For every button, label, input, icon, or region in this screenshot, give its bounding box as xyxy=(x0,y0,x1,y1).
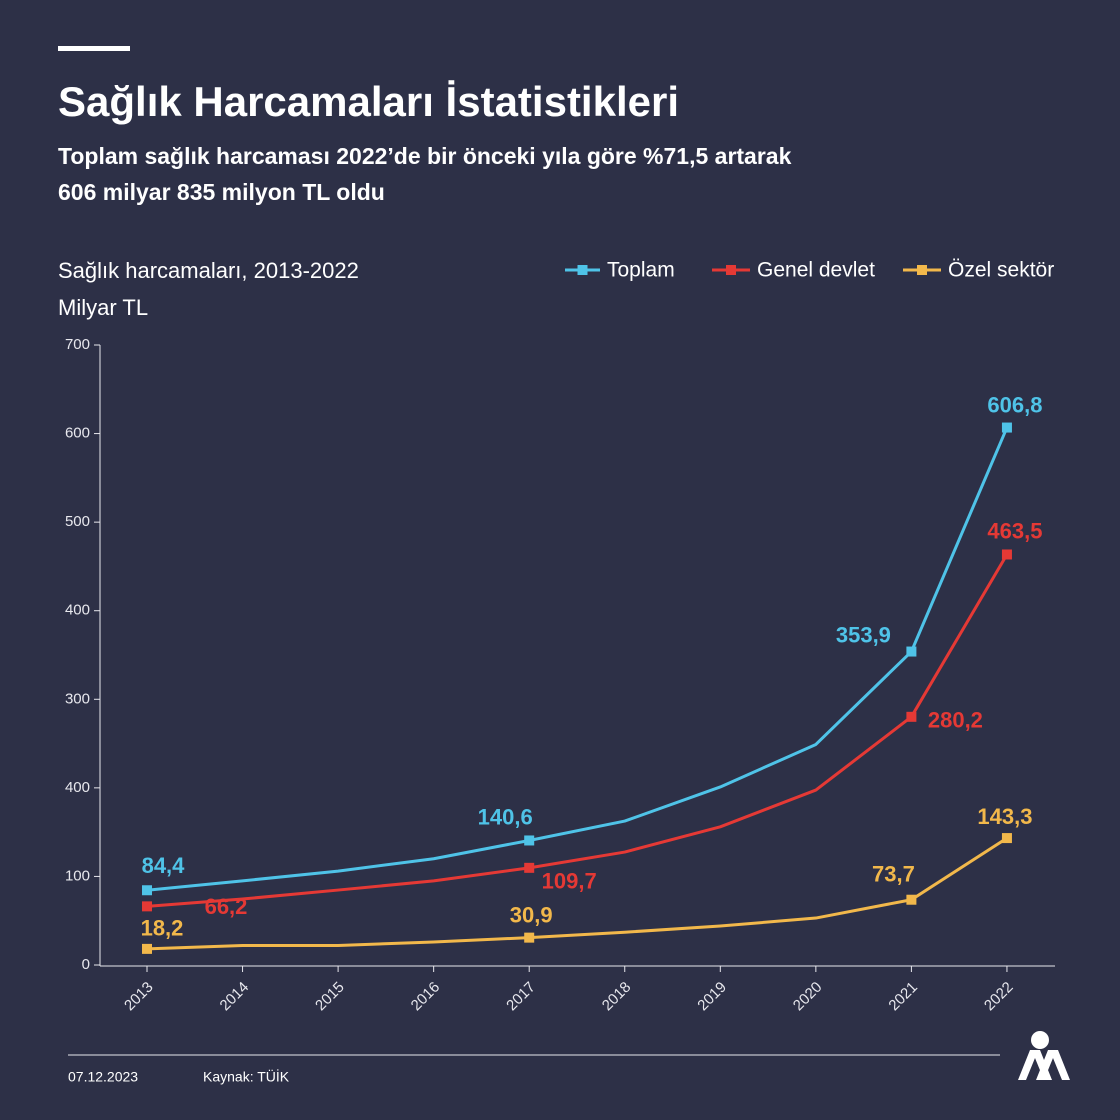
y-axis-label: Milyar TL xyxy=(58,295,148,320)
point-marker xyxy=(524,932,535,943)
legend-label: Genel devlet xyxy=(757,259,875,282)
subtitle: Toplam sağlık harcaması 2022’de bir önce… xyxy=(58,143,792,169)
y-tick-label: 500 xyxy=(65,513,90,530)
y-tick-label: 0 xyxy=(82,956,90,973)
y-tick-label: 400 xyxy=(65,602,90,619)
y-tick-label: 400 xyxy=(65,779,90,796)
legend-label: Toplam xyxy=(607,259,675,282)
value-label: 140,6 xyxy=(478,804,533,829)
y-tick-label: 100 xyxy=(65,867,90,884)
point-marker xyxy=(142,943,152,954)
point-marker xyxy=(524,835,535,846)
legend-marker xyxy=(726,265,736,275)
value-label: 30,9 xyxy=(510,902,553,927)
point-marker xyxy=(906,711,917,722)
point-marker xyxy=(142,901,152,912)
value-label: 73,7 xyxy=(872,862,915,887)
value-label: 109,7 xyxy=(542,869,597,894)
legend-marker xyxy=(577,265,588,275)
point-marker xyxy=(142,885,152,896)
value-label: 84,4 xyxy=(142,853,186,878)
value-label: 463,5 xyxy=(987,518,1042,543)
source: Kaynak: TÜİK xyxy=(203,1068,290,1085)
value-label: 353,9 xyxy=(836,622,891,647)
y-tick-label: 600 xyxy=(65,425,90,442)
y-tick-label: 300 xyxy=(65,690,90,707)
value-label: 18,2 xyxy=(141,916,184,941)
date: 07.12.2023 xyxy=(68,1069,138,1085)
value-label: 66,2 xyxy=(205,894,248,919)
point-marker xyxy=(1001,549,1012,560)
chart-title: Sağlık Harcamaları İstatistikleri xyxy=(58,78,679,125)
series-line xyxy=(146,426,1009,892)
value-label: 606,8 xyxy=(987,392,1042,417)
point-marker xyxy=(1001,422,1012,433)
series-line xyxy=(146,836,1008,951)
series-line xyxy=(146,553,1009,908)
chart-label: Sağlık harcamaları, 2013-2022 xyxy=(58,258,359,283)
title-bar xyxy=(58,46,130,51)
point-marker xyxy=(906,894,917,905)
point-marker xyxy=(524,862,535,873)
legend-label: Özel sektör xyxy=(948,259,1054,282)
legend-marker xyxy=(917,265,927,275)
value-label: 280,2 xyxy=(928,708,983,733)
y-tick-label: 700 xyxy=(65,336,90,353)
point-marker xyxy=(1001,833,1012,844)
subtitle: 606 milyar 835 milyon TL oldu xyxy=(58,179,385,205)
value-label: 143,3 xyxy=(977,804,1032,829)
point-marker xyxy=(906,646,917,657)
logo xyxy=(1018,1031,1070,1080)
